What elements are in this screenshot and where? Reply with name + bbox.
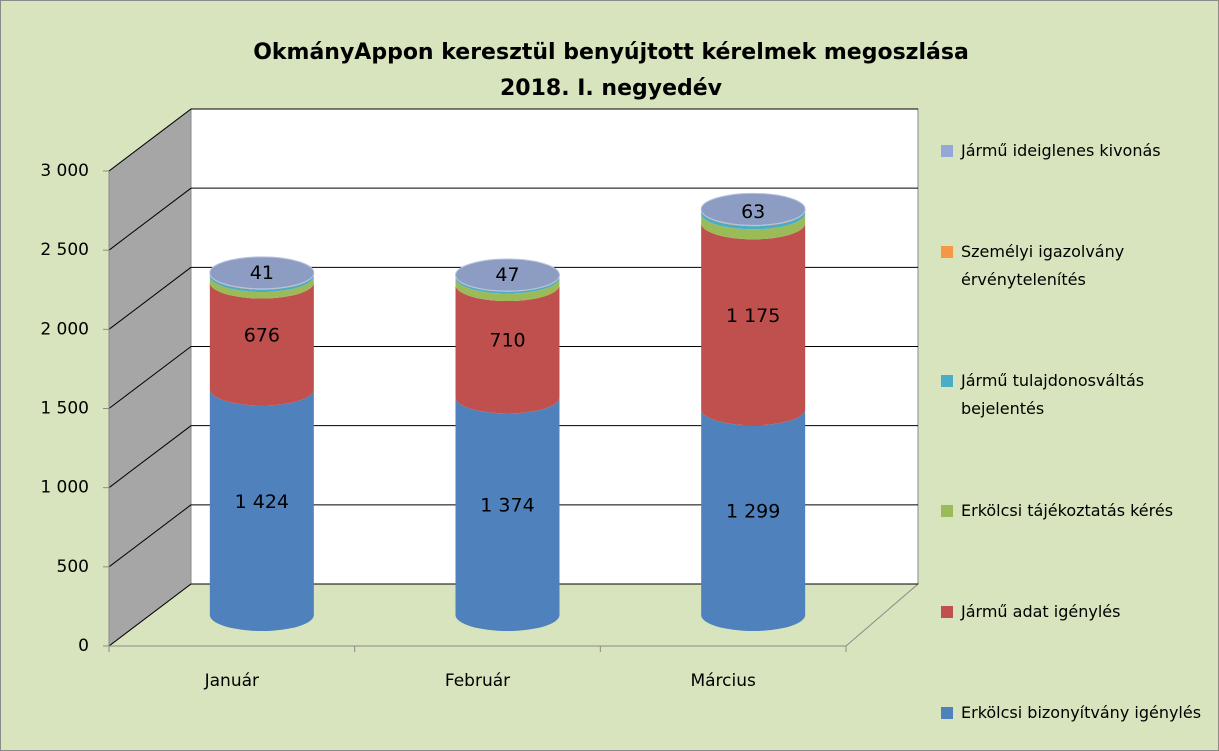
legend-swatch (941, 375, 953, 388)
legend-swatch (941, 145, 953, 157)
grid-line (108, 504, 192, 568)
legend-label: Jármű ideiglenes kivonás (961, 141, 1161, 160)
y-tick-label: 3 000 (40, 161, 89, 181)
legend-item: Személyi igazolvány érvénytelenítés (941, 238, 1206, 294)
legend-label: Jármű adat igénylés (961, 601, 1121, 621)
legend-swatch (941, 605, 953, 618)
bar-segment (209, 276, 314, 299)
bar-cap (455, 258, 560, 292)
bar-segment (455, 397, 560, 631)
data-label: 1 175 (726, 305, 780, 327)
grid-line (108, 266, 192, 330)
data-label: 1 424 (235, 491, 289, 513)
legend-label: Személyi igazolvány érvénytelenítés (961, 242, 1125, 290)
bar-segment (455, 277, 560, 302)
legend-label: Jármű tulajdonosváltás bejelentés (961, 371, 1145, 419)
data-label: 710 (489, 330, 525, 352)
grid-line (108, 108, 192, 172)
bar-segment (701, 223, 806, 426)
x-tick-label: Január (204, 671, 259, 691)
bar-segment (701, 210, 806, 230)
legend-swatch (941, 504, 953, 517)
data-label: 41 (250, 262, 274, 284)
chart-title: OkmányAppon keresztül benyújtott kérelme… (253, 40, 969, 65)
y-tick-label: 1 000 (40, 478, 89, 498)
chart-subtitle: 2018. I. negyedév (500, 76, 723, 101)
bar-segment (209, 282, 314, 406)
y-tick-label: 500 (57, 557, 89, 577)
legend-label: Erkölcsi tájékoztatás kérés (961, 500, 1174, 520)
legend-item: Erkölcsi bizonyítvány igénylés (941, 699, 1206, 727)
y-tick-label: 0 (78, 636, 89, 656)
legend-swatch (941, 246, 953, 259)
bar-cap (700, 192, 806, 226)
y-tick-label: 2 500 (40, 240, 89, 260)
legend-item: Erkölcsi tájékoztatás kérés (941, 497, 1206, 525)
bar-segment (455, 285, 560, 414)
grid-line (108, 346, 192, 409)
data-label: 63 (741, 201, 765, 223)
grid-line (108, 425, 192, 489)
legend-item: Jármű adat igénylés (941, 598, 1206, 626)
grid-line (108, 583, 192, 647)
x-tick-label: Február (445, 671, 510, 691)
grid-line (108, 187, 192, 251)
x-tick-label: Március (690, 671, 756, 691)
data-label: 1 374 (480, 495, 534, 517)
data-label: 1 299 (726, 501, 780, 523)
y-tick-label: 1 500 (40, 399, 89, 419)
y-tick-label: 2 000 (40, 319, 89, 339)
bar-cap (209, 256, 315, 290)
legend-item: Jármű ideiglenes kivonás (941, 137, 1206, 165)
legend-item: Jármű tulajdonosváltás bejelentés (941, 367, 1206, 423)
legend: Jármű ideiglenes kivonás Személyi igazolv… (941, 137, 1206, 727)
bar-segment (209, 389, 314, 631)
bar-segment (701, 409, 806, 631)
legend-label: Erkölcsi bizonyítvány igénylés (961, 702, 1202, 722)
data-label: 676 (244, 325, 280, 347)
legend-swatch (941, 706, 953, 719)
bar-segment (701, 213, 806, 240)
data-label: 47 (495, 264, 519, 286)
